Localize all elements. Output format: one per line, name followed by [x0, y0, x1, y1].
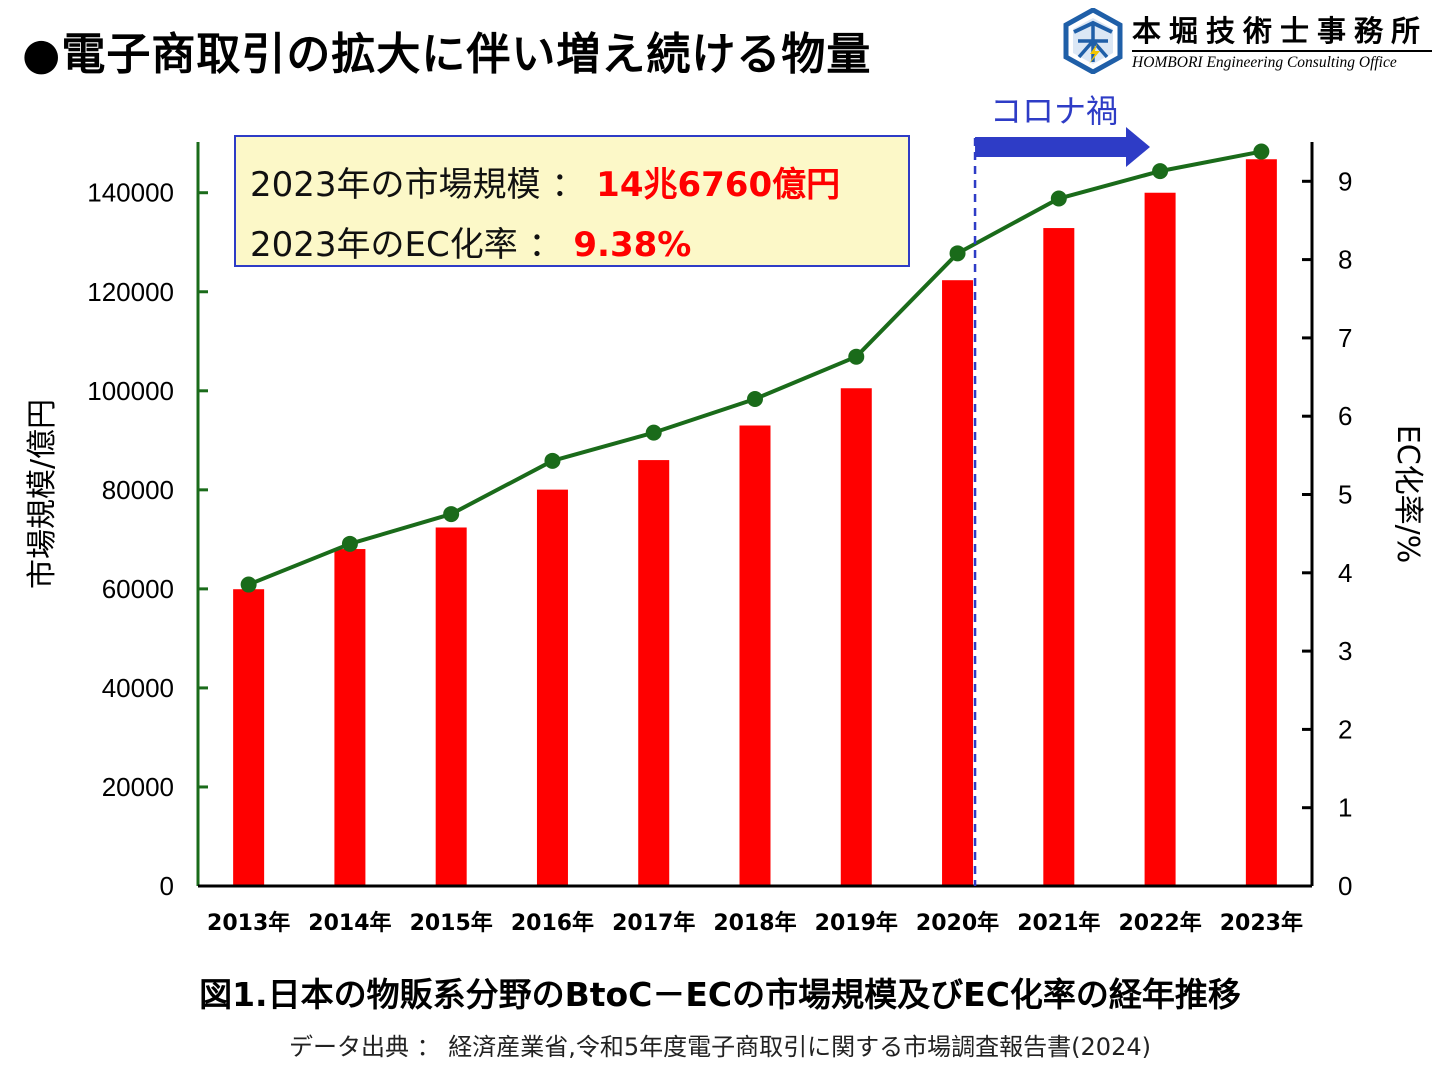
- bar-2013年: [233, 589, 265, 886]
- info-label-ec-rate: 2023年のEC化率 ：: [250, 225, 563, 265]
- bar-2015年: [435, 527, 467, 886]
- bar-2019年: [840, 388, 872, 886]
- bar-2021年: [1043, 228, 1075, 887]
- corona-arrow: [975, 127, 1150, 167]
- ec-rate-point-2019年: [848, 348, 865, 365]
- bar-2022年: [1144, 192, 1176, 886]
- info-row-market-size: 2023年の市場規模 ： 14兆6760億円: [250, 157, 840, 206]
- hombori-logo-icon: [1063, 8, 1123, 74]
- ec-rate-point-2013年: [240, 576, 257, 593]
- ec-rate-point-2021年: [1050, 190, 1067, 207]
- ec-rate-point-2018年: [747, 390, 763, 407]
- y2-tick-label: 9: [1338, 166, 1352, 196]
- ec-rate-point-2014年: [341, 535, 358, 552]
- bar-2014年: [334, 549, 366, 886]
- y-tick-label: 60000: [102, 574, 174, 604]
- y2-tick-label: 7: [1338, 323, 1352, 353]
- info-value-ec-rate: 9.38%: [573, 225, 692, 265]
- ec-rate-point-2015年: [443, 506, 460, 523]
- ec-rate-point-2022年: [1152, 163, 1169, 180]
- y-axis-title: 市場規模/億円: [25, 399, 60, 589]
- info-row-ec-rate: 2023年のEC化率 ： 9.38%: [250, 217, 691, 266]
- page-title: ●電子商取引の拡大に伴い増え続ける物量: [22, 29, 872, 80]
- info-value-market-size: 14兆6760億円: [596, 165, 841, 205]
- y-tick-label: 80000: [102, 475, 174, 505]
- x-tick-label: 2023年: [1220, 910, 1303, 936]
- bar-2016年: [536, 489, 568, 886]
- y2-tick-label: 2: [1338, 714, 1352, 744]
- y-tick-label: 20000: [102, 772, 174, 802]
- ec-rate-point-2016年: [544, 452, 561, 469]
- x-tick-label: 2022年: [1118, 910, 1201, 936]
- x-tick-label: 2015年: [410, 910, 493, 936]
- corona-annotation-label: コロナ禍: [990, 92, 1119, 130]
- y2-axis-title: EC化率/%: [1390, 425, 1425, 564]
- x-tick-label: 2017年: [612, 910, 695, 936]
- y-tick-label: 140000: [87, 178, 174, 208]
- y-tick-label: 100000: [87, 376, 174, 406]
- logo-divider: [1132, 50, 1432, 52]
- y2-tick-label: 5: [1338, 480, 1352, 510]
- info-label-market-size: 2023年の市場規模 ：: [250, 165, 586, 205]
- y2-tick-label: 3: [1338, 636, 1352, 666]
- figure-caption: 図1.日本の物販系分野のBtoC－ECの市場規模及びEC化率の経年推移: [199, 975, 1241, 1014]
- logo-subtitle: HOMBORI Engineering Consulting Office: [1132, 54, 1397, 71]
- y-tick-label: 40000: [102, 673, 174, 703]
- bar-2017年: [638, 460, 670, 886]
- x-tick-label: 2013年: [207, 910, 290, 936]
- y2-tick-label: 8: [1338, 245, 1352, 275]
- x-tick-label: 2019年: [815, 910, 898, 936]
- x-tick-label: 2018年: [713, 910, 796, 936]
- info-box: 2023年の市場規模 ： 14兆6760億円 2023年のEC化率 ： 9.38…: [234, 135, 910, 267]
- logo-name: 本堀技術士事務所: [1132, 14, 1429, 48]
- y2-tick-label: 0: [1338, 871, 1352, 901]
- y2-tick-label: 4: [1338, 558, 1352, 588]
- y2-tick-label: 1: [1338, 793, 1352, 823]
- y-tick-label: 0: [160, 871, 174, 901]
- x-tick-label: 2016年: [511, 910, 594, 936]
- data-source: データ出典 ： 経済産業省,令和5年度電子商取引に関する市場調査報告書(2024…: [289, 1033, 1151, 1061]
- bar-2023年: [1245, 159, 1277, 886]
- x-tick-label: 2014年: [308, 910, 391, 936]
- bar-2020年: [942, 280, 974, 886]
- y2-tick-label: 6: [1338, 401, 1352, 431]
- company-logo: 本堀技術士事務所 HOMBORI Engineering Consulting …: [1062, 6, 1434, 80]
- ec-rate-point-2020年: [949, 245, 966, 262]
- ec-rate-point-2017年: [645, 424, 662, 441]
- x-tick-label: 2021年: [1017, 910, 1100, 936]
- bar-2018年: [739, 425, 771, 886]
- y-tick-label: 120000: [87, 277, 174, 307]
- x-tick-label: 2020年: [916, 910, 999, 936]
- ec-rate-point-2023年: [1253, 143, 1270, 160]
